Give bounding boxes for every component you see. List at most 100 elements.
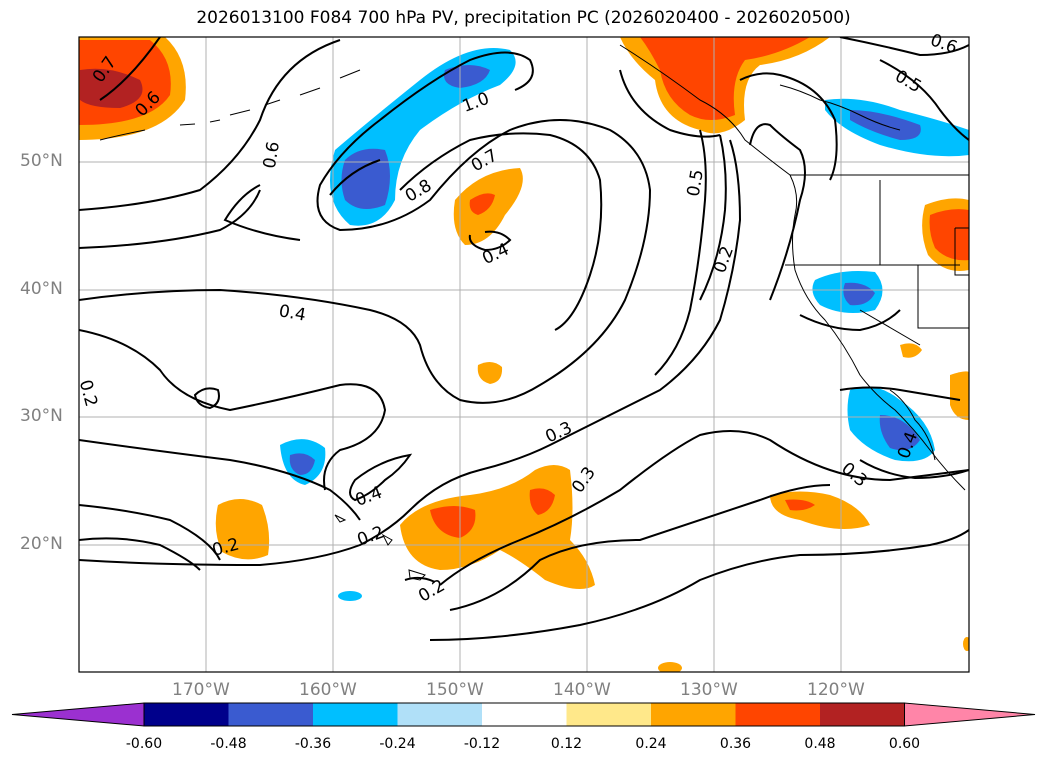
precip-positive-area (529, 488, 555, 515)
pv-contour (99, 37, 161, 101)
pv-contour (749, 123, 806, 301)
pv-contour (79, 51, 652, 404)
colorbar (11, 702, 1036, 727)
pv-contour (439, 430, 969, 586)
colorbar-segment (566, 703, 652, 726)
precip-positive-area (658, 662, 682, 672)
pv-contour (839, 386, 961, 401)
contour-label: 0.6 (260, 140, 284, 170)
pv-contour (79, 537, 201, 571)
pv-contour (79, 189, 261, 249)
pv-contour (329, 132, 603, 331)
pv-contour (449, 484, 831, 611)
precip-positive-area (963, 637, 969, 651)
coastline (779, 84, 901, 131)
pv-contour (79, 504, 221, 561)
precip-positive-area (477, 361, 503, 384)
state-border (917, 265, 969, 329)
precip-negative-area (289, 453, 315, 475)
colorbar-tick-label: -0.60 (125, 736, 163, 752)
contour-label: 0.5 (891, 66, 924, 97)
colorbar-tick-label: 0.48 (804, 736, 836, 752)
colorbar-tick-label: 0.24 (635, 736, 667, 752)
coastlines (99, 44, 969, 581)
pv-contour (79, 439, 361, 521)
lat-tick-20n: 20°N (20, 534, 63, 554)
precip-negative-area (341, 148, 390, 209)
island (334, 514, 426, 581)
coastline (889, 389, 936, 461)
precip-positive-area (770, 491, 870, 529)
lon-tick-160w: 160°W (299, 680, 357, 700)
pv-contour (468, 230, 512, 252)
precip-positive-area (640, 37, 810, 120)
precip-positive-area (785, 499, 815, 511)
pv-contour (799, 309, 901, 332)
pv-contour (79, 329, 387, 491)
precip-negative-area (843, 282, 875, 306)
lat-tick-30n: 30°N (20, 406, 63, 426)
contour-label: 0.7 (468, 145, 501, 176)
pv-contour (223, 184, 301, 241)
state-border (954, 227, 969, 276)
pv-contour (654, 129, 707, 376)
contour-label: 0.5 (684, 168, 708, 198)
pv-contour (739, 72, 838, 181)
colorbar-tick-label: 0.12 (550, 736, 583, 752)
pv-contour (404, 576, 436, 583)
pv-contour (859, 459, 969, 480)
contour-label: 0.4 (277, 301, 307, 325)
coastline (99, 69, 361, 141)
pv-contour (839, 37, 969, 57)
colorbar-outline (143, 702, 905, 727)
colorbar-extend-min (11, 702, 145, 727)
colorbar-tick-label: 0.36 (719, 736, 752, 752)
precip-negative-area (338, 591, 362, 601)
precip-positive-area (400, 465, 595, 589)
contour-label: 0.2 (355, 522, 387, 550)
colorbar-tick-label: -0.48 (210, 736, 247, 752)
colorbar-extend-max (904, 702, 1036, 727)
lon-tick-140w: 140°W (553, 680, 611, 700)
precip-positive-area (929, 209, 969, 261)
contour-label: 0.3 (542, 418, 575, 448)
pv-contour (699, 134, 727, 301)
pv-contour (79, 39, 341, 211)
lon-tick-130w: 130°W (680, 680, 738, 700)
colorbar-segment (397, 703, 483, 726)
contour-label: 0.3 (568, 463, 600, 497)
colorbar-segment (144, 703, 229, 726)
colorbar-tick-label: -0.12 (463, 736, 501, 752)
colorbar-segment (651, 703, 736, 726)
precip-positive-area (900, 343, 922, 358)
pv-contour (429, 529, 969, 641)
contour-label: 0.8 (402, 176, 435, 207)
coastline (619, 44, 966, 491)
pv-contour (879, 59, 969, 141)
lon-tick-120w: 120°W (807, 680, 865, 700)
pv-contour (619, 69, 721, 138)
map-frame (78, 36, 970, 673)
precip-negative-area (850, 110, 921, 140)
precip-positive-area (469, 193, 495, 215)
pv-contour (79, 139, 742, 567)
map-title: 2026013100 F084 700 hPa PV, precipitatio… (196, 8, 851, 28)
lon-tick-150w: 150°W (426, 680, 484, 700)
colorbar-segment (313, 703, 398, 726)
pv-contour (349, 453, 413, 502)
map-plot-area (79, 37, 969, 672)
state-border (859, 309, 921, 346)
colorbar-tick-label: -0.36 (294, 736, 332, 752)
colorbar-segment (228, 703, 314, 726)
pv-contour (193, 387, 220, 410)
contour-label: 0.4 (353, 483, 385, 511)
colorbar-segment (482, 703, 567, 726)
precip-positive-area (430, 506, 476, 538)
precip-negative-area (879, 415, 920, 451)
colorbar-segment (735, 703, 821, 726)
colorbar-tick-label: -0.24 (379, 736, 416, 752)
lat-tick-50n: 50°N (20, 151, 63, 171)
colorbar-tick-label: 0.60 (888, 736, 921, 752)
precip-positive-area (950, 371, 969, 420)
